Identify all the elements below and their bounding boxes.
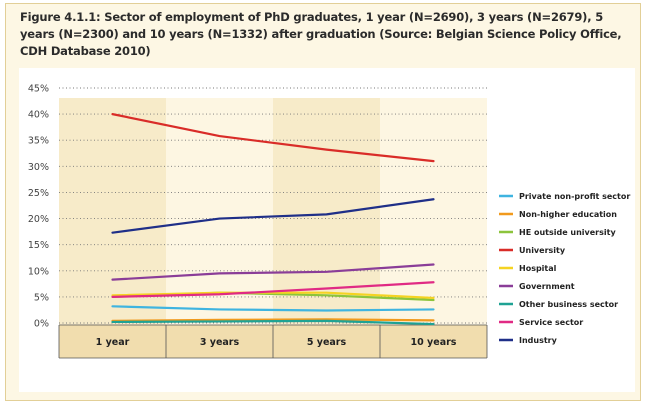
y-tick-label: 40% — [28, 110, 49, 121]
series-line — [111, 305, 435, 312]
series-line — [111, 113, 435, 163]
legend-label: University — [519, 246, 566, 255]
category-band — [380, 98, 487, 358]
series-line — [111, 318, 435, 323]
x-category-label: 10 years — [411, 337, 457, 348]
legend-label: Service sector — [519, 318, 583, 327]
legend-label: HE outside university — [519, 228, 616, 237]
legend-label: Private non-profit sector — [519, 192, 630, 201]
figure-frame: Figure 4.1.1: Sector of employment of Ph… — [5, 3, 641, 401]
legend-label: Hospital — [519, 264, 557, 273]
y-tick-label: 35% — [28, 136, 49, 147]
y-tick-label: 0% — [34, 319, 49, 330]
y-tick-label: 5% — [34, 292, 49, 303]
y-tick-label: 30% — [28, 162, 49, 173]
legend-label: Other business sector — [519, 300, 618, 309]
y-tick-label: 10% — [28, 266, 49, 277]
y-tick-label: 20% — [28, 214, 49, 225]
legend-label: Non-higher education — [519, 210, 617, 219]
chart-panel: 45% 40% 35% 30% 25% 20% 15% 10% 5% 0% 1 year 3 year… — [19, 68, 635, 392]
legend-label: Industry — [519, 336, 558, 345]
x-category-label: 1 year — [96, 337, 130, 348]
series-line — [111, 291, 435, 300]
y-tick-label: 25% — [28, 188, 49, 199]
series-line — [111, 198, 435, 234]
category-band — [273, 98, 380, 358]
figure-title: Figure 4.1.1: Sector of employment of Ph… — [20, 10, 622, 58]
series-line — [111, 281, 435, 298]
series-line — [111, 319, 435, 326]
x-category-label: 5 years — [307, 337, 347, 348]
y-tick-label: 45% — [28, 84, 49, 95]
x-category-label: 3 years — [200, 337, 240, 348]
series-line — [111, 263, 435, 281]
y-tick-label: 15% — [28, 240, 49, 251]
line-chart: 45% 40% 35% 30% 25% 20% 15% 10% 5% 0% 1 year 3 year… — [28, 84, 630, 359]
legend-label: Government — [519, 282, 575, 291]
